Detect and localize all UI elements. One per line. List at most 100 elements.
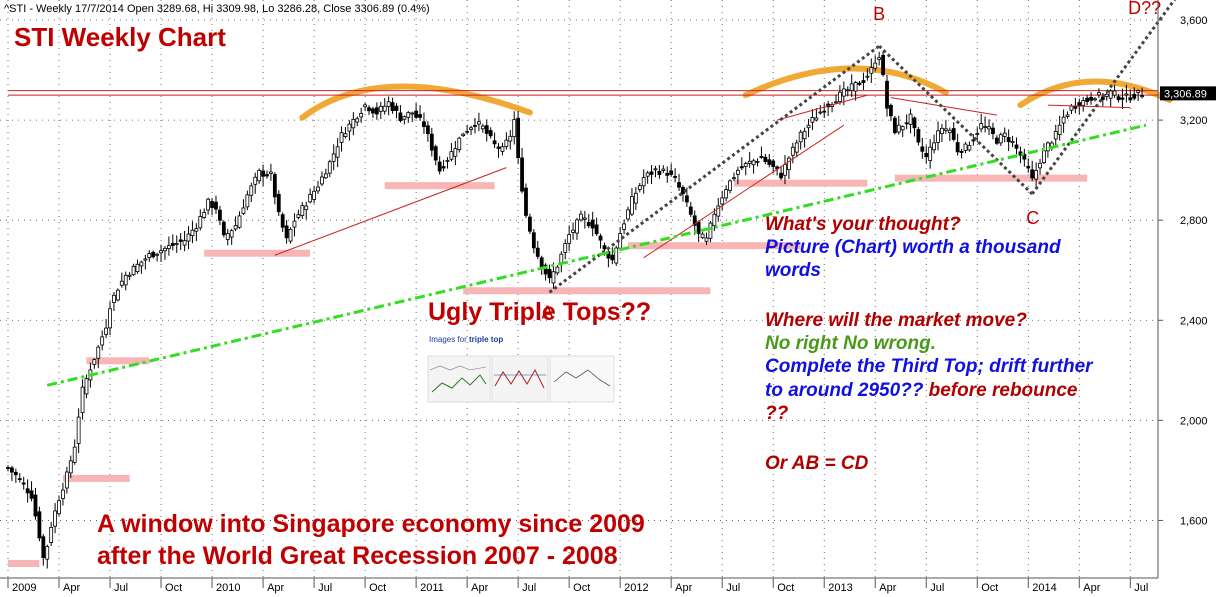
abcd-dotted-lines xyxy=(548,0,1177,294)
candle-body xyxy=(810,117,815,123)
candle-body xyxy=(241,207,246,214)
candle-body xyxy=(790,146,795,156)
candle-body xyxy=(732,177,736,180)
candle-body xyxy=(265,174,269,177)
candle-body xyxy=(410,112,415,115)
candle-body xyxy=(861,80,866,83)
candle-body xyxy=(677,182,681,188)
candle-body xyxy=(269,171,273,174)
candle-body xyxy=(64,471,69,489)
candle-body xyxy=(1065,114,1070,117)
x-tick-label: Jul xyxy=(522,582,536,594)
candle-body xyxy=(320,176,324,185)
candle-body xyxy=(406,112,411,118)
candle-body xyxy=(1006,137,1011,143)
candle-body xyxy=(987,126,991,130)
candle-body xyxy=(371,108,375,114)
candle-body xyxy=(547,268,552,279)
candle-body xyxy=(6,467,10,469)
candle-body xyxy=(363,104,367,108)
candle-body xyxy=(743,163,748,167)
candle-body xyxy=(998,134,1003,144)
candle-body xyxy=(1081,100,1086,106)
candle-body xyxy=(108,308,112,329)
candle-body xyxy=(1026,165,1031,169)
annotation-no-right: No right No wrong. xyxy=(765,333,936,354)
x-tick-label: Oct xyxy=(777,582,794,594)
annotation-complete-1: Complete the Third Top; drift further xyxy=(765,356,1094,377)
candle-body xyxy=(402,116,407,120)
candle-body xyxy=(590,219,595,229)
candle-body xyxy=(802,130,807,140)
candle-body xyxy=(520,157,524,192)
candle-body xyxy=(543,264,548,275)
last-price-tag: 3,306.89 xyxy=(1160,86,1216,101)
x-axis-ticks: 2009 Apr Jul Oct 2010 Apr Jul Oct 2011 Apr Jul Oct 2… xyxy=(7,578,1148,594)
candle-body xyxy=(943,128,948,131)
candle-body xyxy=(469,127,473,130)
candle-body xyxy=(892,117,897,134)
x-tick-label: Jul xyxy=(726,582,740,594)
candle-body xyxy=(771,160,776,167)
candle-body xyxy=(1073,106,1078,109)
candle-body xyxy=(496,146,501,149)
candle-body xyxy=(37,511,42,539)
candle-body xyxy=(112,294,116,303)
support-zone xyxy=(628,242,801,250)
candle-body xyxy=(135,263,140,273)
candle-body xyxy=(1010,140,1015,144)
candle-body xyxy=(382,105,387,112)
candle-body xyxy=(308,194,313,203)
candle-body xyxy=(551,271,556,284)
candle-body xyxy=(661,168,666,171)
candle-body xyxy=(716,205,721,217)
candle-body xyxy=(885,80,889,109)
support-line xyxy=(46,123,1147,387)
candle-body xyxy=(29,490,34,499)
candle-body xyxy=(924,152,929,158)
candle-body xyxy=(653,168,658,171)
candle-body xyxy=(975,133,980,136)
candle-body xyxy=(257,169,262,182)
candle-body xyxy=(1140,95,1144,98)
candle-body xyxy=(433,146,438,161)
candle-body xyxy=(900,126,905,131)
candle-body xyxy=(798,131,803,143)
candle-body xyxy=(249,185,254,196)
candle-body xyxy=(206,198,211,211)
candle-body xyxy=(1116,96,1121,101)
candle-body xyxy=(928,146,933,161)
candle-body xyxy=(245,194,250,208)
candle-body xyxy=(41,536,46,559)
candle-body xyxy=(61,489,65,499)
thumbnail-2 xyxy=(491,355,549,403)
candle-body xyxy=(492,140,497,145)
candle-body xyxy=(229,230,234,238)
x-tick-label: 2012 xyxy=(624,582,648,594)
candle-body xyxy=(316,186,320,192)
candle-body xyxy=(869,67,874,74)
candle-body xyxy=(233,225,238,230)
point-label-c: C xyxy=(1026,208,1039,228)
candle-body xyxy=(92,359,97,365)
candle-body xyxy=(441,166,446,169)
candle-body xyxy=(700,233,705,239)
candle-body xyxy=(296,214,301,218)
candle-body xyxy=(512,119,517,138)
candle-body xyxy=(453,148,458,157)
last-price-text: 3,306.89 xyxy=(1164,88,1207,100)
candle-body xyxy=(508,135,513,142)
candle-body xyxy=(422,121,426,127)
last-price-box xyxy=(1160,86,1216,101)
y-tick-label: 2,800 xyxy=(1180,215,1208,227)
support-zone xyxy=(894,174,1088,182)
candle-body xyxy=(563,243,568,253)
trend-line xyxy=(776,94,868,121)
trend-lines xyxy=(274,94,1131,259)
x-tick-label: 2011 xyxy=(420,582,444,594)
candle-body xyxy=(1120,97,1125,100)
candle-body xyxy=(25,488,30,494)
candle-body xyxy=(1034,170,1039,180)
support-zone xyxy=(463,287,711,295)
